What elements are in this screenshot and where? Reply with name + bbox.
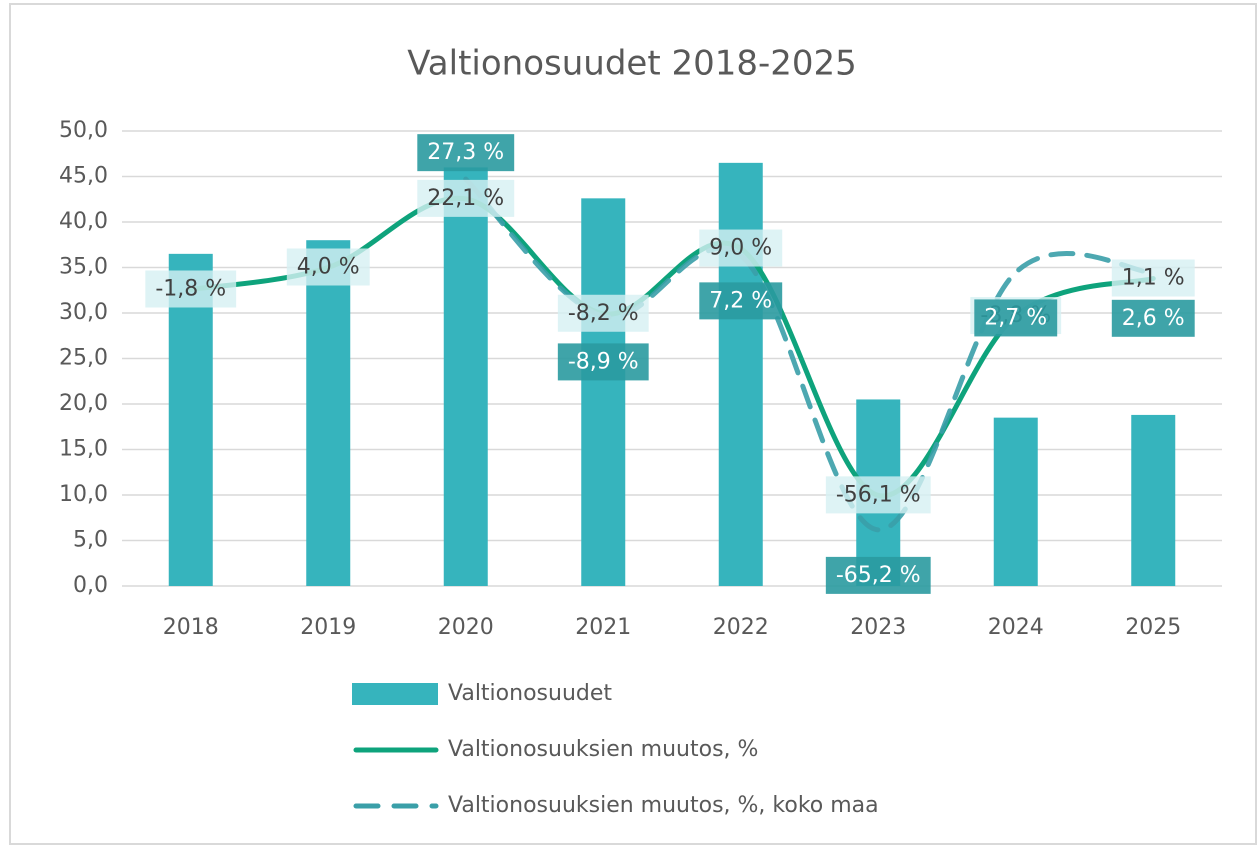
bar — [443, 167, 488, 586]
legend-label: Valtionosuuksien muutos, % — [448, 737, 758, 762]
data-label: 4,0 % — [297, 255, 360, 280]
bar — [993, 417, 1038, 586]
data-label-bg — [417, 179, 515, 217]
data-label: -56,1 % — [836, 482, 921, 507]
data-label-bg — [699, 282, 783, 320]
data-label: 2,6 % — [1122, 306, 1185, 331]
y-tick-label: 15,0 — [59, 437, 108, 462]
data-label: 7,2 % — [709, 288, 772, 313]
legend-label: Valtionosuuksien muutos, %, koko maa — [448, 793, 879, 818]
chart-border — [9, 3, 1257, 845]
legend-swatch — [352, 683, 438, 705]
data-label: -8,2 % — [568, 301, 639, 326]
data-label: 9,0 % — [709, 236, 772, 261]
x-tick-label: 2024 — [988, 615, 1044, 640]
data-label-bg — [974, 299, 1058, 337]
data-label-bg — [825, 556, 931, 594]
x-tick-label: 2018 — [163, 615, 219, 640]
data-label: 1,1 % — [1122, 265, 1185, 290]
data-label: 22,1 % — [427, 186, 504, 211]
x-tick-label: 2019 — [300, 615, 356, 640]
bar — [581, 198, 626, 586]
data-label-bg — [1111, 299, 1195, 337]
legend-label: Valtionosuudet — [448, 681, 612, 706]
y-tick-label: 5,0 — [73, 528, 108, 553]
y-tick-label: 30,0 — [59, 300, 108, 325]
bar — [1131, 414, 1176, 586]
data-label-bg — [699, 229, 783, 267]
data-label-bg — [1111, 259, 1195, 297]
bar — [168, 253, 213, 586]
y-tick-label: 50,0 — [59, 118, 108, 143]
data-label-bg — [557, 343, 649, 381]
data-label-bg — [557, 294, 649, 332]
data-label: -8,9 % — [568, 349, 639, 374]
data-label: -1,8 % — [155, 276, 226, 301]
bar — [718, 162, 763, 586]
data-label-bg — [286, 248, 370, 286]
y-tick-label: 25,0 — [59, 346, 108, 371]
data-label: -65,2 % — [836, 563, 921, 588]
data-label: 2,7 % — [984, 305, 1047, 330]
data-label: 27,3 % — [427, 140, 504, 165]
data-label-bg — [825, 476, 931, 514]
y-tick-label: 10,0 — [59, 482, 108, 507]
data-label-bg — [417, 134, 515, 172]
x-tick-label: 2022 — [713, 615, 769, 640]
x-tick-label: 2025 — [1125, 615, 1181, 640]
y-tick-label: 0,0 — [73, 573, 108, 598]
bar — [306, 240, 351, 586]
y-tick-label: 35,0 — [59, 255, 108, 280]
data-label-bg — [145, 270, 237, 308]
y-tick-label: 45,0 — [59, 164, 108, 189]
y-tick-label: 40,0 — [59, 209, 108, 234]
chart-title: Valtionosuudet 2018-2025 — [407, 44, 857, 84]
x-tick-label: 2020 — [438, 615, 494, 640]
y-tick-label: 20,0 — [59, 391, 108, 416]
x-tick-label: 2021 — [575, 615, 631, 640]
x-tick-label: 2023 — [850, 615, 906, 640]
